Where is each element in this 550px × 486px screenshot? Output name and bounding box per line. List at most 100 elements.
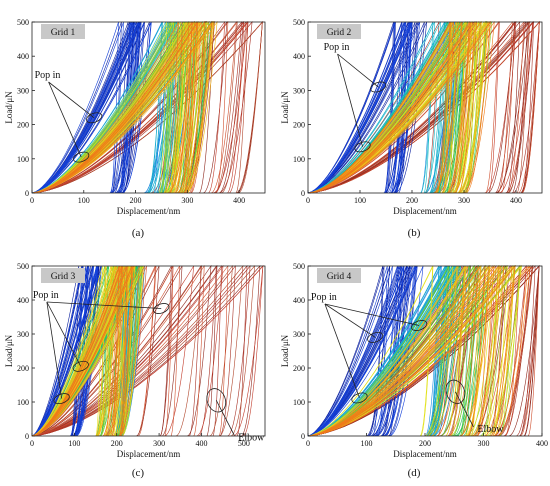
- color-curve-107: [32, 20, 218, 193]
- red-curve-33: [308, 21, 540, 193]
- y-tick-label-4: 400: [17, 52, 29, 61]
- color-curve-124: [308, 265, 469, 436]
- color-curve-124: [32, 20, 195, 193]
- color-curve-114: [308, 265, 516, 436]
- annotation-pop-in: Pop in: [311, 292, 428, 404]
- y-tick-label-5: 500: [17, 18, 29, 27]
- y-tick-label-4: 400: [17, 296, 29, 305]
- color-curve-112: [32, 21, 179, 193]
- color-curve-121: [308, 264, 499, 436]
- color-curve-110: [308, 265, 466, 436]
- annotation-arrow-0: [337, 53, 363, 147]
- color-curve-121: [308, 21, 454, 193]
- color-curve-122: [32, 20, 213, 193]
- grid-badge: [317, 268, 361, 283]
- x-tick-label-4: 400: [233, 196, 245, 205]
- annotation-label: Elbow: [238, 432, 265, 443]
- red-curve-12: [32, 264, 212, 436]
- chart-panel-4: 0 100 200 300 400 0 100 200 300 400 500 Displacemen…: [280, 262, 548, 479]
- color-curve-66: [308, 21, 448, 193]
- annotation-label: Pop in: [311, 292, 337, 303]
- color-curve-21: [308, 265, 418, 436]
- chart-panel-2: 0 100 200 300 400 0 100 200 300 400 500 Displacemen…: [280, 18, 543, 239]
- color-curve-121: [32, 21, 190, 193]
- color-curve-9: [308, 21, 425, 193]
- color-curve-115: [308, 264, 502, 436]
- color-curve-109: [308, 265, 459, 436]
- annotation-ellipse-0: [53, 393, 70, 405]
- color-curve-91: [308, 265, 508, 436]
- color-curve-25: [32, 265, 97, 436]
- annotation-arrow-1: [324, 303, 376, 338]
- color-curve-15: [32, 21, 142, 193]
- y-tick-label-0: 0: [25, 189, 29, 198]
- annotation-arrow-0: [215, 400, 235, 436]
- red-curve-27: [32, 265, 172, 436]
- color-curve-19: [32, 21, 124, 193]
- color-curve-111: [32, 265, 116, 436]
- x-tick-label-3: 300: [458, 196, 470, 205]
- annotation-elbow: Elbow: [445, 379, 504, 435]
- color-curve-29: [32, 21, 174, 193]
- x-tick-label-2: 200: [130, 196, 142, 205]
- y-tick-label-3: 300: [17, 86, 29, 95]
- red-curve-30: [308, 21, 535, 193]
- annotation-ellipse-0: [445, 379, 466, 404]
- color-curve-125: [32, 21, 198, 193]
- annotation-pop-in: Pop in: [35, 70, 103, 163]
- x-tick-label-5: 500: [238, 439, 250, 448]
- annotation-arrow-0: [48, 81, 82, 158]
- annotation-arrow-0: [455, 391, 474, 427]
- color-curve-120: [32, 265, 127, 436]
- color-curve-119: [32, 265, 145, 436]
- color-curve-23: [32, 21, 133, 193]
- color-curve-94: [32, 21, 181, 193]
- color-curve-16: [308, 265, 424, 436]
- color-curve-22: [308, 21, 407, 193]
- red-curve-29: [308, 265, 534, 436]
- color-curve-117: [32, 20, 206, 193]
- x-tick-label-3: 300: [153, 439, 165, 448]
- y-tick-label-5: 500: [17, 262, 29, 271]
- y-tick-label-0: 0: [301, 189, 305, 198]
- color-curve-123: [32, 265, 123, 436]
- x-tick-label-1: 100: [354, 196, 366, 205]
- color-curve-18: [308, 265, 405, 436]
- red-curve-27: [308, 21, 528, 193]
- annotation-ellipse-2: [153, 303, 170, 314]
- color-curve-112: [308, 264, 489, 436]
- color-curve-24: [308, 21, 421, 193]
- x-tick-label-0: 0: [306, 439, 310, 448]
- panel-label: (d): [408, 467, 421, 479]
- plot-frame: [31, 265, 266, 437]
- red-curve-28: [308, 21, 513, 193]
- color-curve-120: [308, 20, 470, 193]
- annotation-arrow-0: [46, 301, 63, 399]
- color-curve-119: [308, 21, 451, 193]
- y-tick-label-1: 100: [17, 155, 29, 164]
- color-curve-26: [32, 265, 99, 436]
- color-curve-25: [308, 21, 405, 193]
- color-curve-24: [32, 265, 83, 436]
- red-curve-23: [32, 265, 180, 436]
- annotation-ellipse-1: [370, 81, 387, 93]
- red-curve-19: [32, 21, 263, 193]
- x-axis-label: Displacement/nm: [393, 206, 456, 216]
- x-tick-label-3: 300: [181, 196, 193, 205]
- curve-group: [32, 20, 263, 193]
- color-curve-124: [308, 21, 462, 193]
- y-axis-label: Load/μN: [4, 334, 14, 367]
- annotation-arrow-1: [337, 53, 379, 88]
- annotation-ellipse-2: [411, 320, 428, 331]
- color-curve-93: [32, 21, 168, 193]
- x-tick-label-0: 0: [30, 196, 34, 205]
- color-curve-125: [308, 20, 491, 193]
- red-curve-27: [308, 265, 540, 436]
- color-curve-75: [32, 21, 170, 193]
- color-curve-17: [32, 265, 87, 436]
- color-curve-108: [308, 21, 460, 193]
- annotation-arrow-2: [46, 301, 162, 309]
- x-tick-label-4: 400: [510, 196, 522, 205]
- color-curve-7: [308, 21, 416, 193]
- red-curve-21: [32, 21, 175, 193]
